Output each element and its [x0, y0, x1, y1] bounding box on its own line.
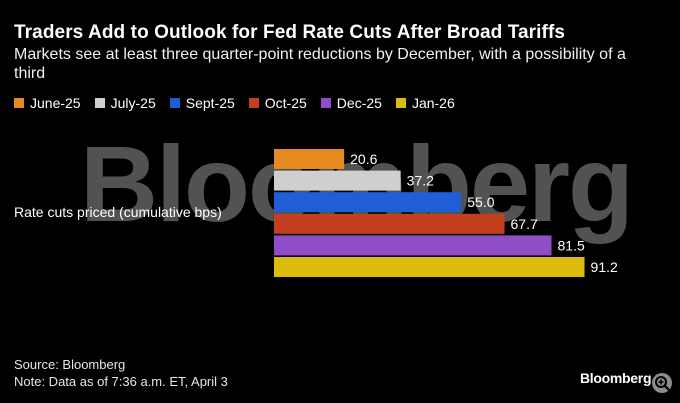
chart-title: Traders Add to Outlook for Fed Rate Cuts…	[14, 22, 566, 43]
footer-note: Note: Data as of 7:36 a.m. ET, April 3	[14, 374, 228, 389]
legend-label: Dec-25	[336, 95, 382, 111]
bar-value-label: 91.2	[591, 259, 618, 275]
legend-swatch	[169, 98, 180, 108]
bar-sept-25	[274, 192, 462, 213]
y-axis-label: Rate cuts priced (cumulative bps)	[14, 204, 222, 220]
zoom-in-icon[interactable]	[652, 373, 672, 393]
legend-label: July-25	[110, 95, 156, 111]
legend-swatch	[248, 98, 259, 108]
legend-swatch	[320, 98, 331, 108]
legend-swatch	[395, 98, 406, 108]
legend-item: Oct-25	[248, 95, 307, 111]
bar-oct-25	[274, 213, 505, 234]
bar-value-label: 37.2	[407, 173, 434, 189]
legend-label: June-25	[30, 95, 81, 111]
legend-item: June-25	[14, 95, 81, 111]
bar-june-25	[274, 149, 345, 169]
chart-legend: June-25 July-25 Sept-25 Oct-25 Dec-25 Jan-26	[14, 95, 469, 111]
bar-value-label: 20.6	[350, 151, 377, 167]
footer-source: Source: Bloomberg	[14, 357, 126, 372]
bar-value-label: 55.0	[467, 194, 494, 210]
legend-item: Dec-25	[320, 95, 382, 111]
bloomberg-logo: Bloomberg	[580, 370, 652, 386]
legend-item: July-25	[94, 95, 156, 111]
chart-subtitle: Markets see at least three quarter-point…	[14, 46, 626, 82]
legend-swatch	[14, 98, 24, 108]
legend-label: Sept-25	[185, 95, 235, 111]
bar-jan-26	[274, 257, 585, 277]
bar-july-25	[274, 170, 401, 191]
bar-value-label: 81.5	[558, 237, 585, 253]
legend-label: Oct-25	[264, 95, 307, 111]
legend-label: Jan-26	[411, 95, 455, 111]
bar-value-label: 67.7	[511, 216, 538, 232]
bar-dec-25	[274, 235, 552, 256]
legend-swatch	[94, 98, 105, 108]
legend-item: Jan-26	[395, 95, 455, 111]
legend-item: Sept-25	[169, 95, 235, 111]
